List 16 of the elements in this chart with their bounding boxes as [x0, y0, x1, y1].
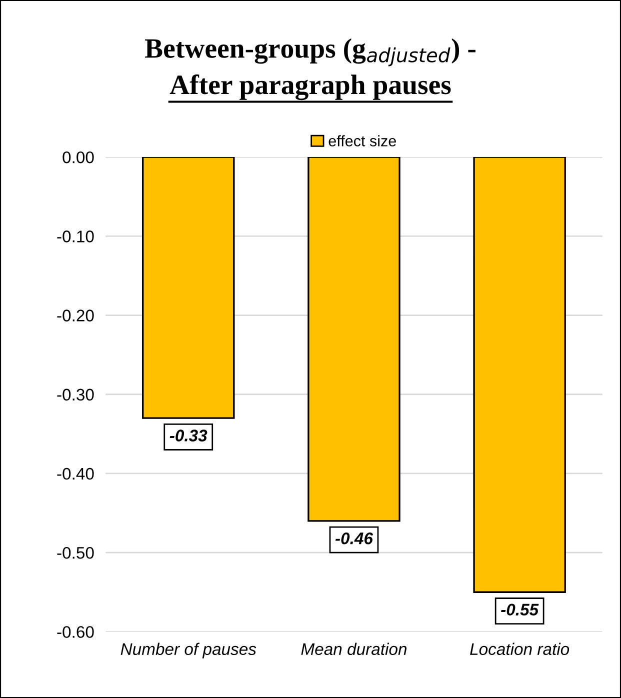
y-tick-label: -0.30 [57, 388, 94, 401]
y-tick-label: -0.50 [57, 546, 94, 559]
data-label: -0.55 [501, 604, 539, 616]
y-tick-label: 0.00 [62, 151, 94, 164]
x-tick-label: Location ratio [470, 642, 570, 656]
y-tick-label: -0.40 [57, 468, 94, 480]
y-tick-label: -0.20 [57, 310, 94, 322]
legend-label: effect size [328, 135, 396, 146]
y-tick-label: -0.10 [57, 230, 94, 242]
data-label: -0.46 [335, 532, 374, 544]
data-label: -0.33 [170, 430, 208, 442]
x-tick-label: Mean duration [301, 642, 406, 656]
chart-title: Between-groups (g$_{adjusted}$) - [144, 38, 476, 66]
chart-subtitle: After paragraph pauses [170, 74, 451, 100]
x-tick-label: Number of pauses [120, 642, 256, 658]
y-tick-label: -0.60 [57, 626, 94, 638]
